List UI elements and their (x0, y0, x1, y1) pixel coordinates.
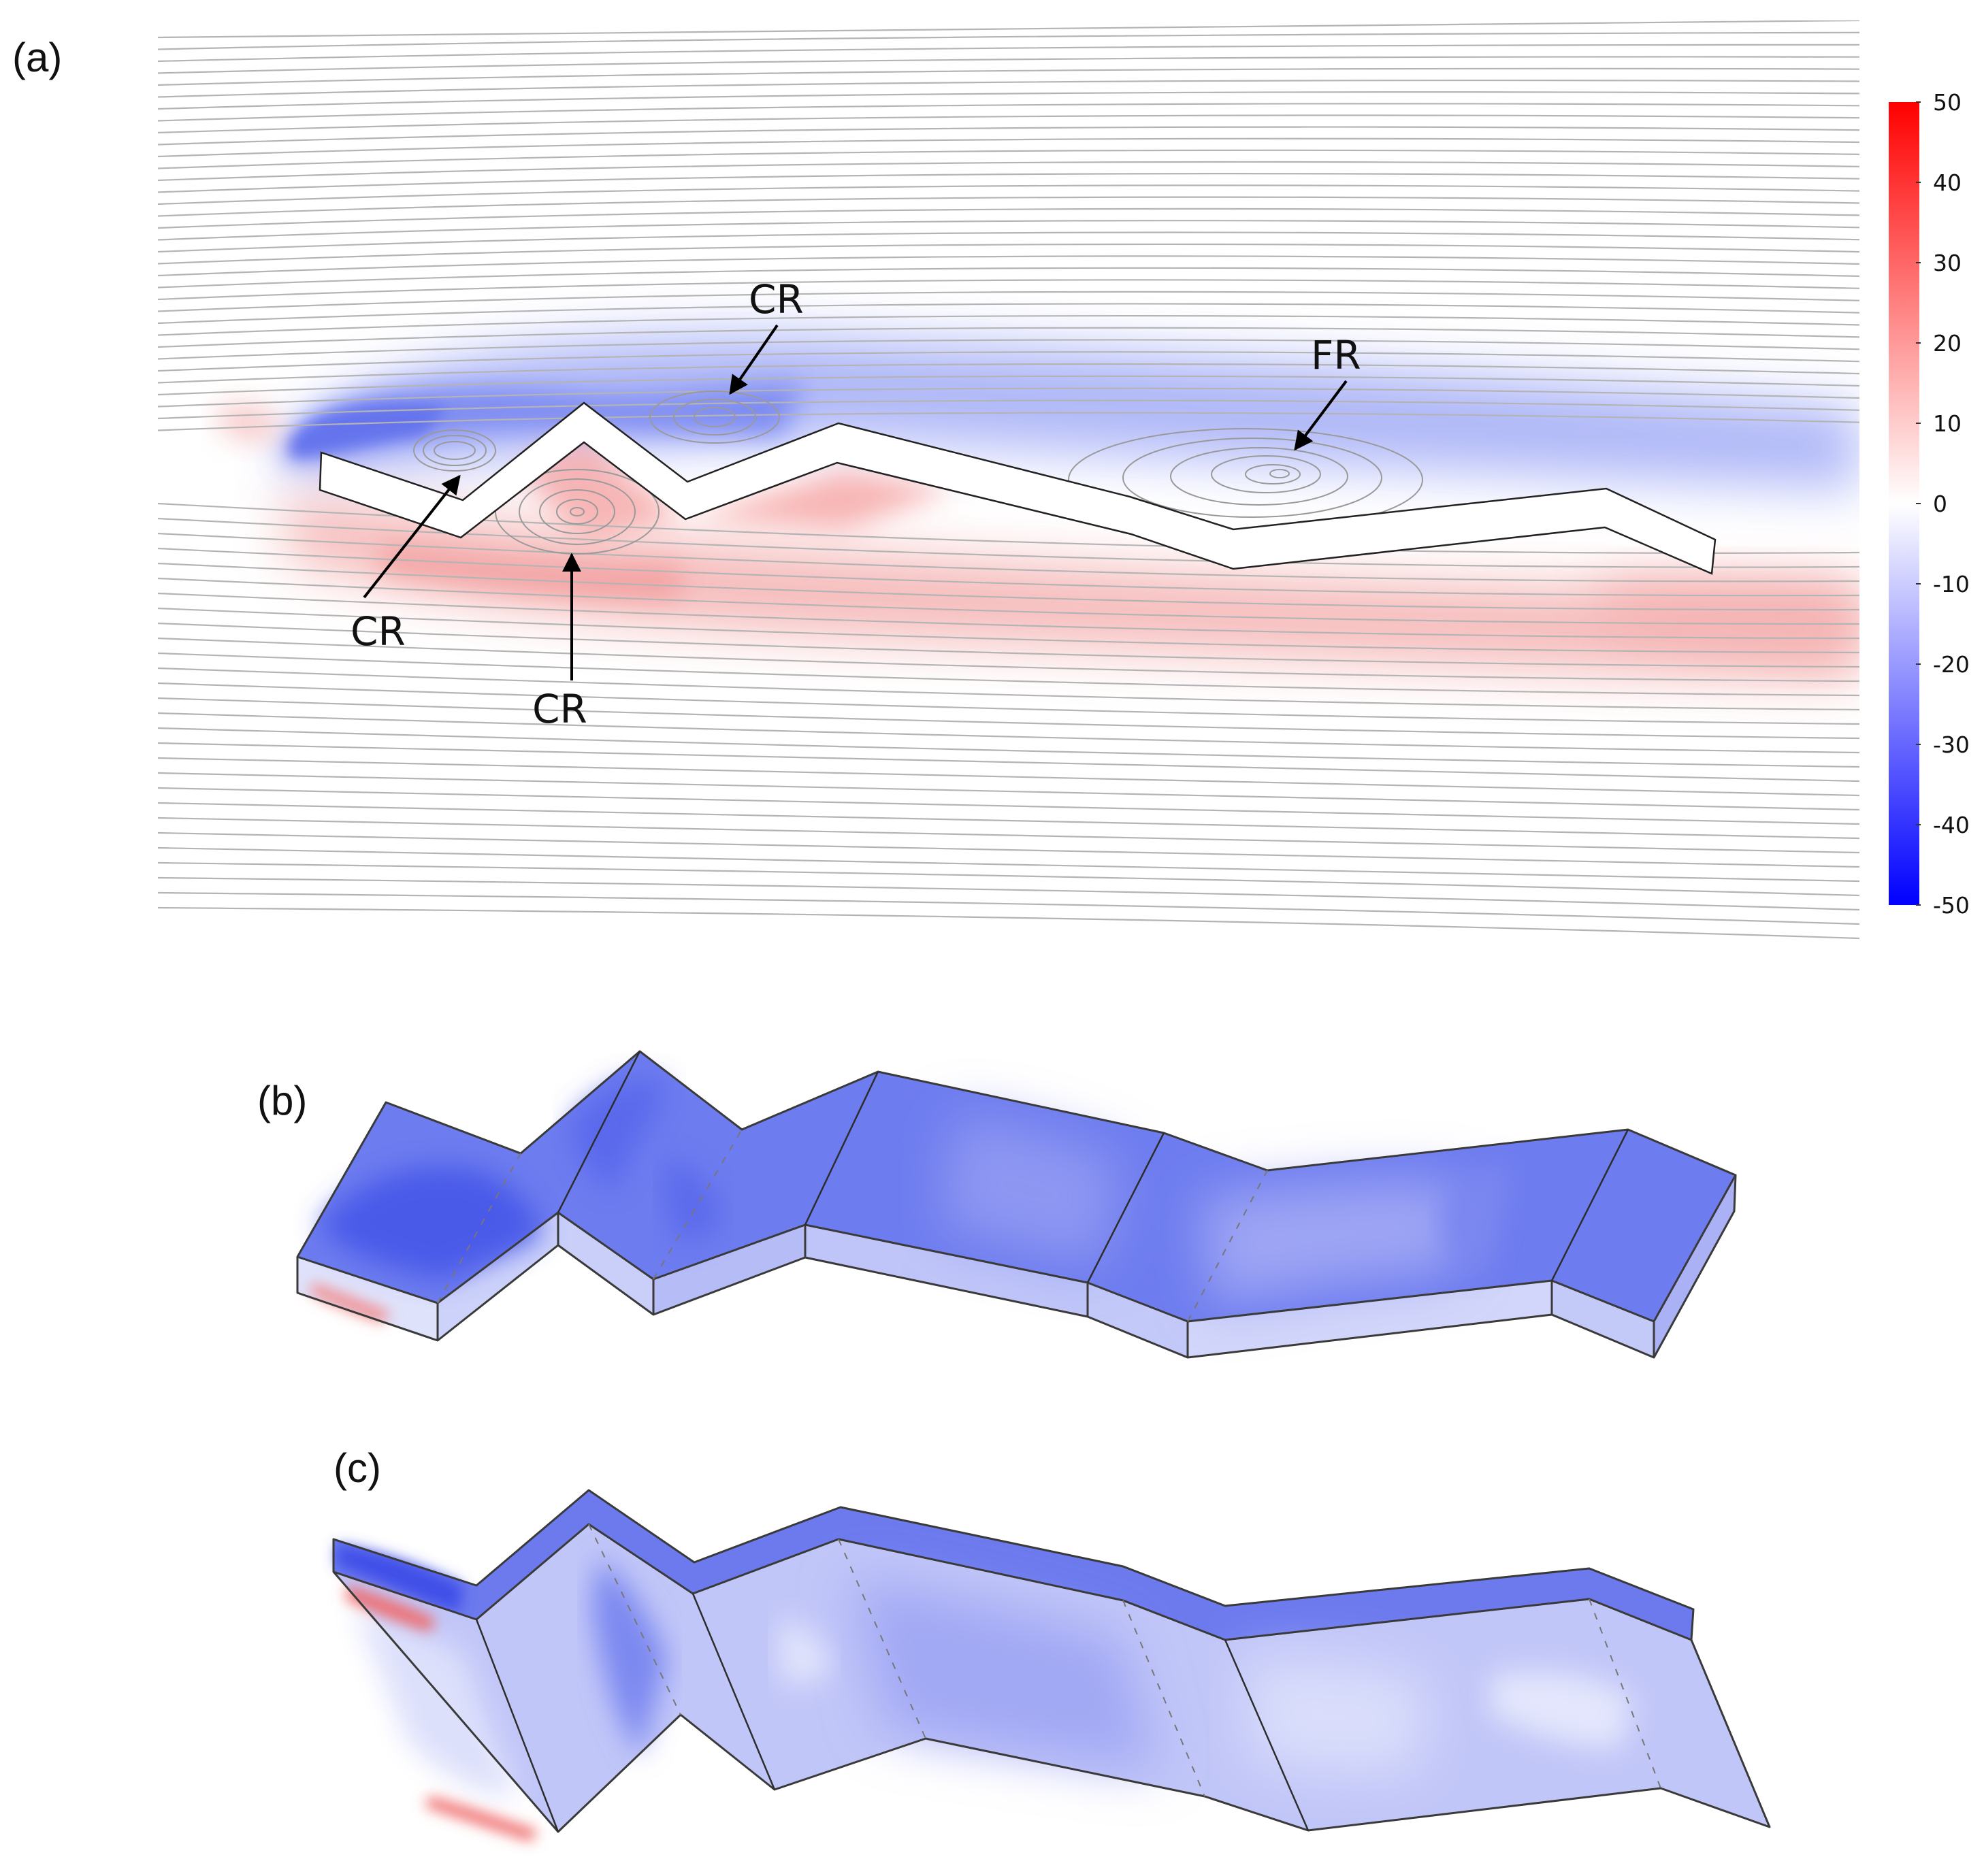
panel-c: (c) (332, 1445, 1771, 1841)
streamline (158, 757, 1859, 797)
streamline (158, 697, 1859, 740)
streamline (158, 291, 1859, 312)
streamline (158, 387, 1859, 408)
plate-3d-view-b (296, 1050, 1737, 1359)
streamline (158, 44, 1859, 63)
plate-cross-section (319, 401, 1717, 575)
panel-a-label: (a) (12, 35, 62, 80)
plate-3d-view-c (332, 1489, 1771, 1841)
streamline (158, 652, 1859, 697)
streamline (158, 562, 1859, 611)
streamline (158, 832, 1859, 868)
annotation-cr-bottom: CR (532, 686, 587, 732)
streamline (158, 314, 1859, 336)
panel-a: (a) (12, 20, 1970, 940)
arrow-fr (1294, 380, 1348, 451)
streamline (158, 303, 1859, 325)
streamline (158, 412, 1859, 431)
streamline (158, 231, 1859, 253)
streamline (158, 802, 1859, 840)
streamline (158, 184, 1859, 205)
recirculation-vortices (413, 391, 1423, 555)
streamline (158, 339, 1859, 360)
streamline (158, 375, 1859, 396)
streamline (158, 772, 1859, 811)
streamline (158, 91, 1859, 110)
colorbar-tick-label: 10 (1933, 410, 1962, 437)
annotation-fr: FR (1311, 332, 1361, 378)
colorbar-tick-label: 50 (1933, 89, 1962, 116)
streamline (158, 267, 1859, 289)
colorbar: 50 40 30 20 10 0 -10 -20 -30 -40 -50 (1889, 89, 1970, 919)
streamline (158, 137, 1859, 158)
colorbar-ticks: 50 40 30 20 10 0 -10 -20 -30 -40 -50 (1916, 89, 1970, 919)
streamline (158, 622, 1859, 668)
annotations: CR FR CR CR (351, 276, 1361, 732)
annotation-cr-top: CR (749, 276, 804, 323)
streamline (158, 399, 1859, 420)
streamline (158, 31, 1859, 50)
streamline (158, 255, 1859, 277)
streamline (158, 243, 1859, 265)
streamline (158, 161, 1859, 182)
streamline (158, 577, 1859, 625)
streamline (158, 787, 1859, 825)
streamline (158, 876, 1859, 911)
streamline (158, 607, 1859, 654)
streamline (158, 727, 1859, 768)
streamline (158, 56, 1859, 74)
streamline (158, 351, 1859, 372)
arrow-cr-left (363, 474, 461, 599)
streamline (158, 861, 1859, 897)
streamline (158, 173, 1859, 193)
panel-c-label: (c) (334, 1445, 381, 1491)
streamline (158, 114, 1859, 134)
panel-b-label: (b) (257, 1078, 307, 1123)
colorbar-tick-label: 20 (1933, 330, 1962, 357)
streamline (158, 547, 1859, 597)
streamline (158, 327, 1859, 348)
streamline (158, 712, 1859, 754)
colorbar-gradient (1889, 102, 1919, 905)
streamline (158, 67, 1859, 86)
streamline (158, 891, 1859, 925)
streamline (158, 149, 1859, 169)
colorbar-tick-label: 0 (1933, 491, 1947, 517)
colorbar-tick-label: 30 (1933, 250, 1962, 276)
streamline (158, 667, 1859, 711)
streamline (158, 79, 1859, 98)
colorbar-tick-label: -30 (1933, 731, 1970, 758)
arrow-cr-top (729, 324, 779, 395)
flow-field (158, 20, 1859, 940)
streamline (158, 682, 1859, 725)
colorbar-tick-label: -20 (1933, 651, 1970, 678)
streamline (158, 906, 1859, 940)
annotation-cr-left: CR (351, 608, 406, 655)
streamline (158, 592, 1859, 640)
colorbar-tick-label: -50 (1933, 892, 1970, 919)
colorbar-tick-label: 40 (1933, 169, 1962, 196)
streamline (158, 637, 1859, 682)
colorbar-tick-label: -40 (1933, 812, 1970, 838)
streamline (158, 363, 1859, 384)
panel-b: (b) (257, 1050, 1737, 1359)
streamline (158, 208, 1859, 229)
streamline (158, 502, 1859, 554)
streamline (158, 196, 1859, 217)
streamline (158, 126, 1859, 146)
streamline (158, 20, 1859, 39)
streamline (158, 103, 1859, 122)
streamline (158, 279, 1859, 301)
streamline (158, 817, 1859, 854)
streamline (158, 220, 1859, 241)
streamline (158, 517, 1859, 568)
streamline (158, 532, 1859, 582)
colorbar-tick-label: -10 (1933, 571, 1970, 597)
